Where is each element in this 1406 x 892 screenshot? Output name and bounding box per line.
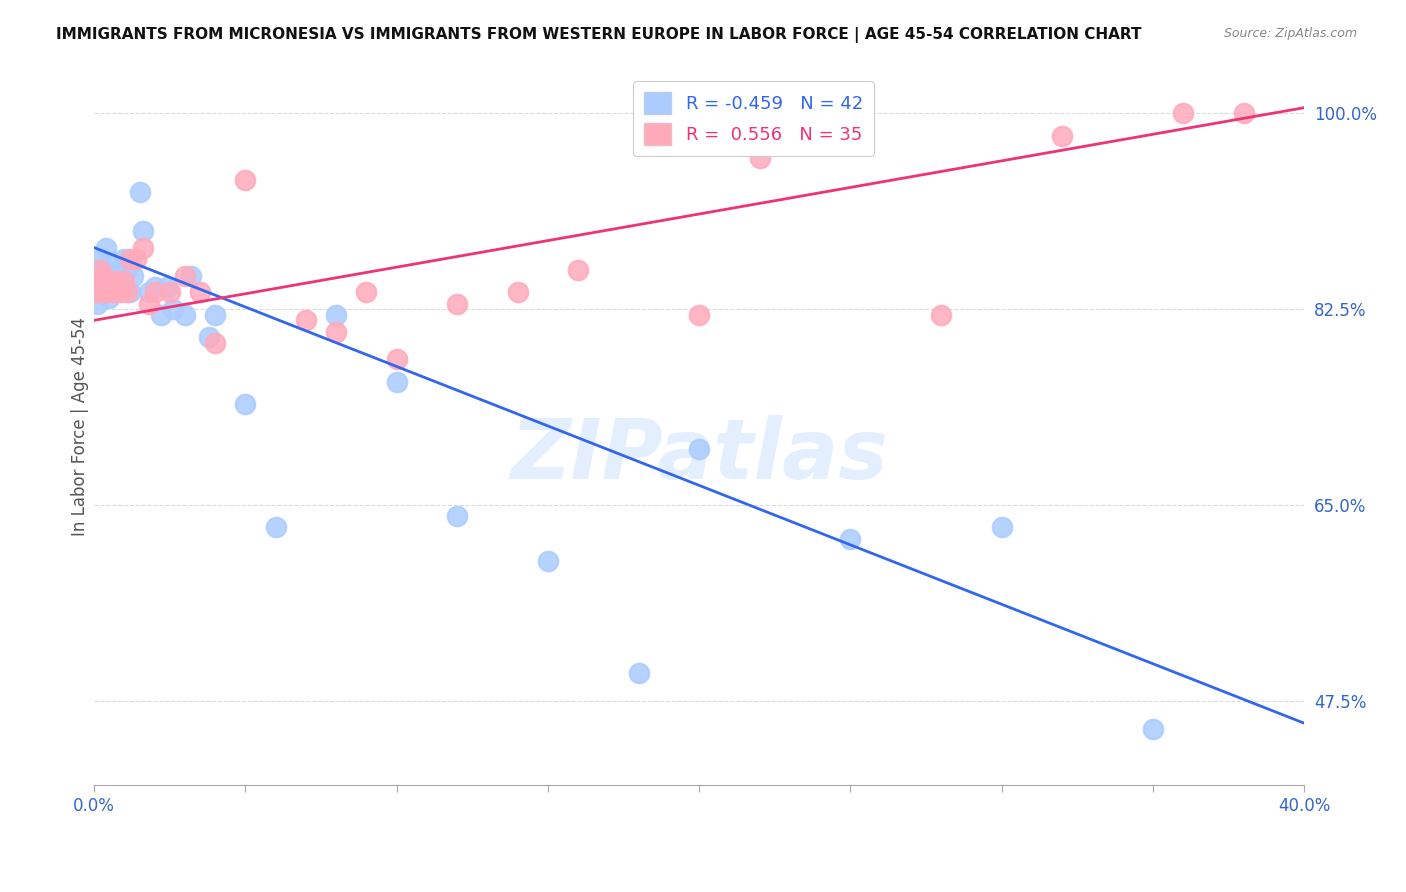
Point — [385, 375, 408, 389]
Point — [143, 279, 166, 293]
Point — [104, 268, 127, 283]
Point — [143, 285, 166, 300]
Point — [156, 279, 179, 293]
Point — [506, 285, 529, 300]
Point — [89, 285, 111, 300]
Point — [188, 285, 211, 300]
Point — [120, 252, 142, 266]
Text: Source: ZipAtlas.com: Source: ZipAtlas.com — [1223, 27, 1357, 40]
Point — [173, 268, 195, 283]
Point — [96, 285, 118, 300]
Point — [125, 252, 148, 266]
Point — [89, 252, 111, 266]
Point — [1050, 128, 1073, 143]
Point — [107, 285, 129, 300]
Point — [688, 308, 710, 322]
Point — [107, 263, 129, 277]
Point — [198, 330, 221, 344]
Point — [1142, 722, 1164, 736]
Legend: R = -0.459   N = 42, R =  0.556   N = 35: R = -0.459 N = 42, R = 0.556 N = 35 — [634, 81, 875, 156]
Point — [86, 285, 108, 300]
Point — [91, 268, 114, 283]
Point — [110, 285, 132, 300]
Point — [112, 274, 135, 288]
Point — [112, 252, 135, 266]
Point — [117, 263, 139, 277]
Point — [264, 520, 287, 534]
Point — [356, 285, 378, 300]
Point — [235, 173, 257, 187]
Point — [89, 263, 111, 277]
Point — [567, 263, 589, 277]
Point — [89, 285, 111, 300]
Point — [86, 263, 108, 277]
Point — [180, 268, 202, 283]
Point — [537, 554, 560, 568]
Point — [131, 224, 153, 238]
Point — [104, 274, 127, 288]
Text: ZIPatlas: ZIPatlas — [510, 415, 889, 496]
Point — [990, 520, 1012, 534]
Point — [748, 151, 770, 165]
Point — [385, 352, 408, 367]
Point — [839, 532, 862, 546]
Point — [162, 302, 184, 317]
Point — [446, 509, 468, 524]
Point — [149, 308, 172, 322]
Point — [325, 325, 347, 339]
Point — [98, 279, 121, 293]
Point — [446, 296, 468, 310]
Point — [86, 285, 108, 300]
Point — [627, 665, 650, 680]
Point — [91, 263, 114, 277]
Point — [138, 296, 160, 310]
Point — [929, 308, 952, 322]
Point — [688, 442, 710, 456]
Point — [86, 296, 108, 310]
Point — [159, 285, 181, 300]
Point — [117, 285, 139, 300]
Point — [89, 274, 111, 288]
Point — [91, 285, 114, 300]
Y-axis label: In Labor Force | Age 45-54: In Labor Force | Age 45-54 — [72, 318, 89, 536]
Point — [128, 185, 150, 199]
Point — [138, 285, 160, 300]
Point — [96, 241, 118, 255]
Point — [122, 268, 145, 283]
Point — [325, 308, 347, 322]
Point — [295, 313, 318, 327]
Point — [204, 308, 226, 322]
Point — [120, 285, 142, 300]
Point — [101, 285, 124, 300]
Point — [173, 308, 195, 322]
Point — [98, 291, 121, 305]
Point — [1233, 106, 1256, 120]
Point — [204, 335, 226, 350]
Point — [235, 397, 257, 411]
Text: IMMIGRANTS FROM MICRONESIA VS IMMIGRANTS FROM WESTERN EUROPE IN LABOR FORCE | AG: IMMIGRANTS FROM MICRONESIA VS IMMIGRANTS… — [56, 27, 1142, 43]
Point — [96, 285, 118, 300]
Point — [1173, 106, 1195, 120]
Point — [98, 268, 121, 283]
Point — [131, 241, 153, 255]
Point — [110, 279, 132, 293]
Point — [101, 257, 124, 271]
